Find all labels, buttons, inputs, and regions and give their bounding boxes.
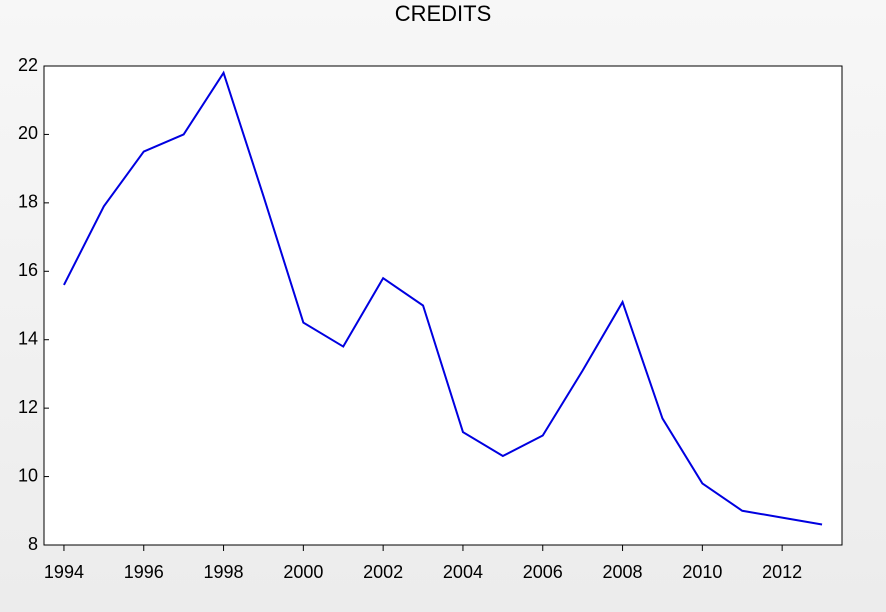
y-tick-label: 8	[28, 534, 38, 554]
x-tick-label: 2010	[682, 562, 722, 582]
x-tick-label: 2006	[523, 562, 563, 582]
x-tick-label: 2012	[762, 562, 802, 582]
x-tick-label: 2002	[363, 562, 403, 582]
y-tick-label: 10	[18, 465, 38, 485]
y-tick-label: 16	[18, 260, 38, 280]
y-tick-label: 18	[18, 192, 38, 212]
y-tick-label: 22	[18, 55, 38, 75]
x-tick-label: 1994	[44, 562, 84, 582]
x-tick-label: 2008	[603, 562, 643, 582]
y-tick-label: 14	[18, 328, 38, 348]
x-tick-label: 2000	[283, 562, 323, 582]
y-tick-label: 12	[18, 397, 38, 417]
x-tick-label: 2004	[443, 562, 483, 582]
x-tick-label: 1996	[124, 562, 164, 582]
y-tick-label: 20	[18, 123, 38, 143]
plot-area	[43, 65, 843, 546]
chart-title: CREDITS	[395, 1, 492, 26]
x-tick-label: 1998	[204, 562, 244, 582]
line	[63, 70, 823, 526]
